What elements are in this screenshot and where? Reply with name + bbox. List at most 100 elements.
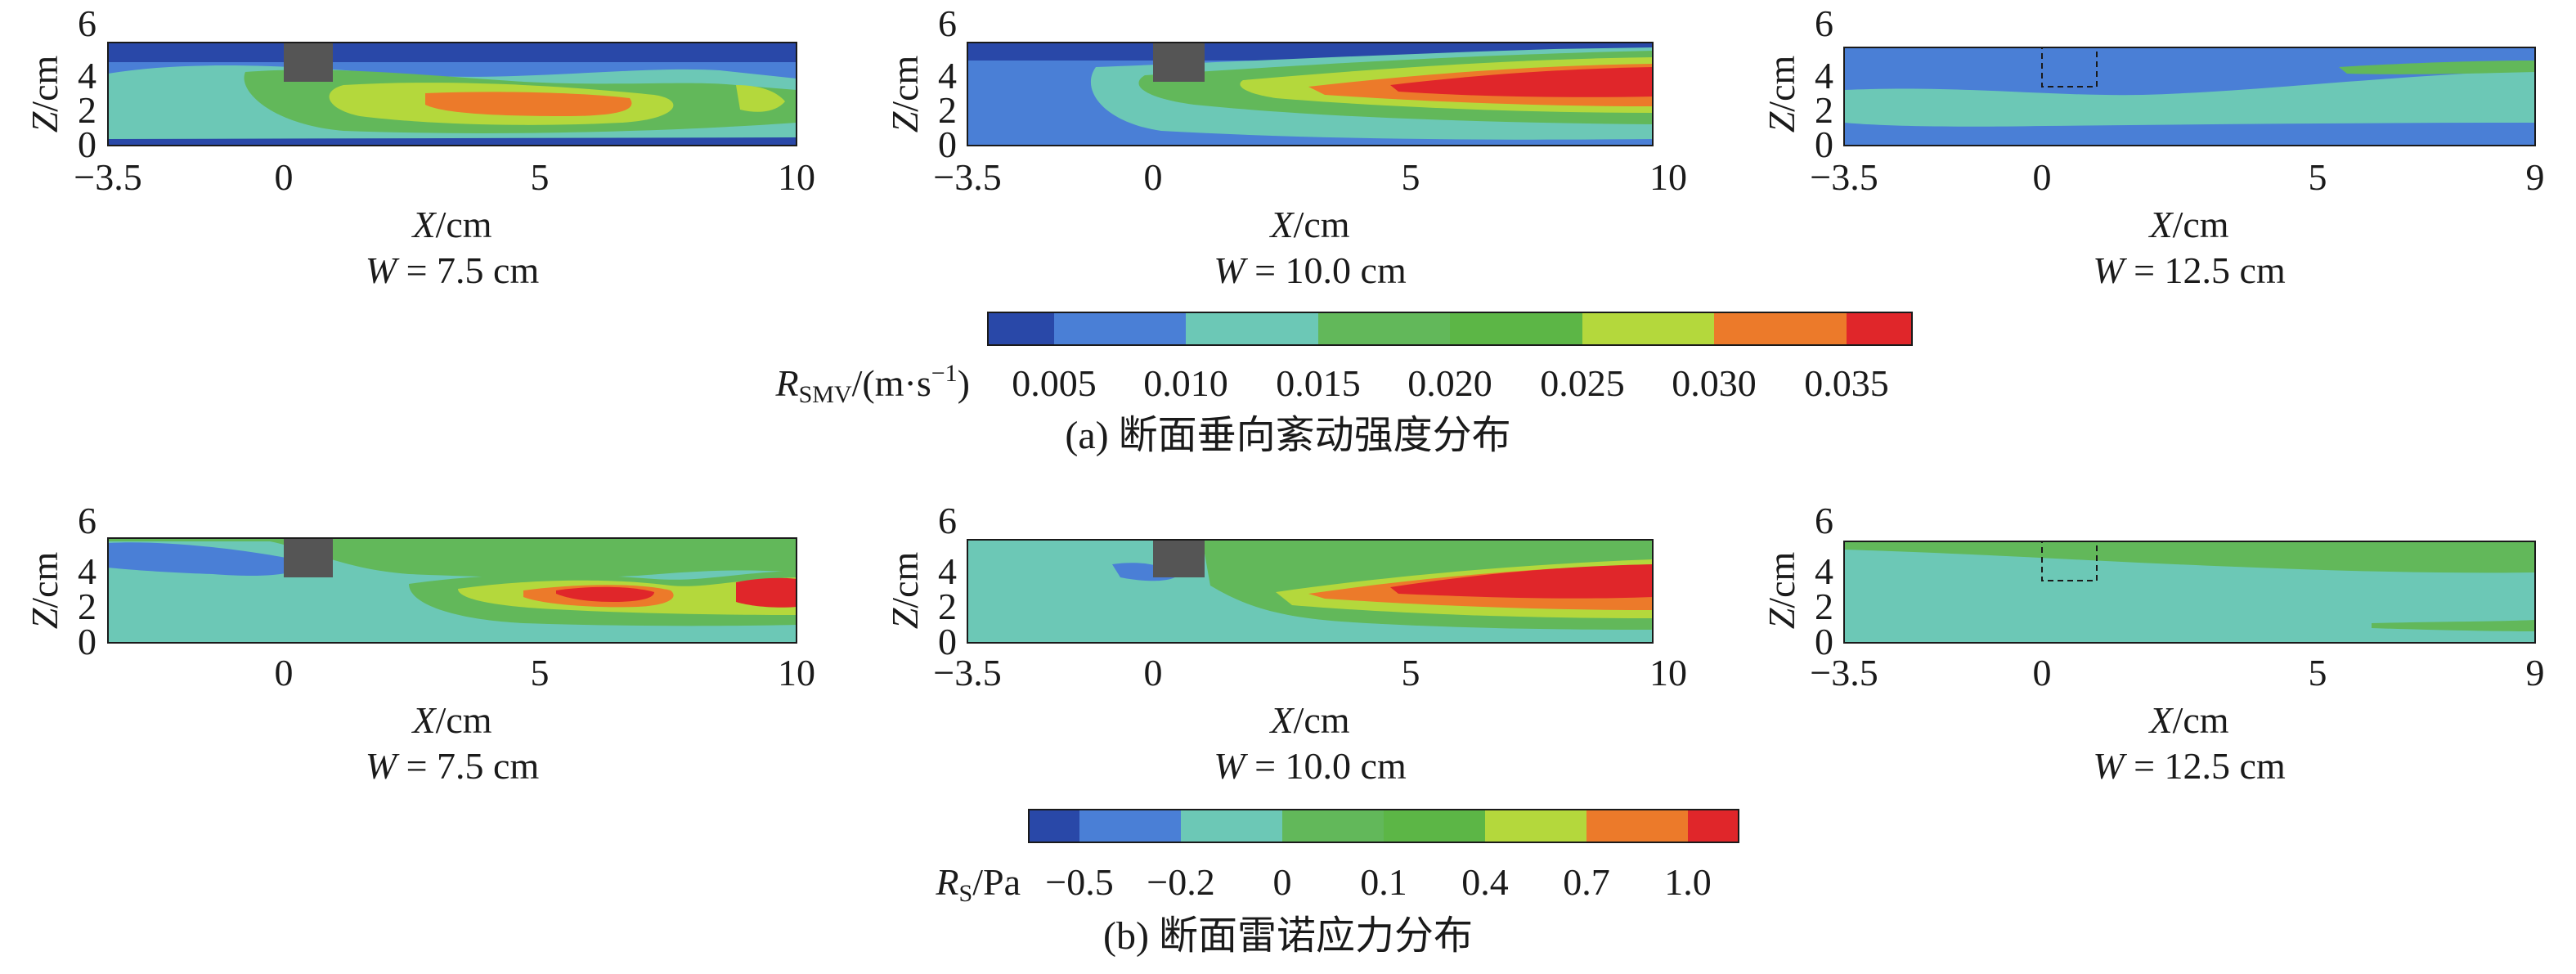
colorbar-tick: 0.010 xyxy=(1143,362,1228,404)
y-tick: 2 xyxy=(1815,89,1833,131)
y-axis-title: Z/cm xyxy=(24,551,65,629)
y-axis-title: Z/cm xyxy=(1761,551,1802,629)
y-tick: 6 xyxy=(78,2,96,44)
x-tick: 0 xyxy=(1144,652,1163,693)
panel-caption: W = 10.0 cm xyxy=(1214,745,1407,787)
x-axis-title: X/cm xyxy=(2147,699,2228,741)
y-tick: 6 xyxy=(1815,2,1833,44)
panel-caption: W = 7.5 cm xyxy=(366,745,540,787)
x-tick: 5 xyxy=(1402,652,1420,693)
x-axis-ticks: −3.5 0 5 10 xyxy=(933,652,1687,693)
y-tick: 4 xyxy=(938,550,957,592)
x-axis-title: X/cm xyxy=(1268,699,1349,741)
colorbar-label: RSMV/(m·s−1) xyxy=(775,360,971,408)
x-tick: 9 xyxy=(2526,652,2545,693)
colorbar-swatch xyxy=(1181,810,1282,842)
x-tick: 5 xyxy=(1402,156,1420,198)
x-axis-ticks: 0 5 10 xyxy=(275,652,816,693)
y-axis-title: Z/cm xyxy=(884,551,926,629)
panel-b2: −3.5 0 5 10 0 2 4 6 Z/cm X/cm W = 10.0 c… xyxy=(884,500,1687,787)
colorbar-swatch xyxy=(1282,810,1384,842)
panel-caption: W = 10.0 cm xyxy=(1214,249,1407,291)
x-tick: −3.5 xyxy=(74,156,141,198)
x-tick: −3.5 xyxy=(933,652,1001,693)
y-tick: 6 xyxy=(938,500,957,541)
x-tick: 5 xyxy=(531,156,550,198)
obstacle-block xyxy=(284,43,333,82)
y-tick: 4 xyxy=(78,550,96,592)
colorbar-tick: 0.025 xyxy=(1540,362,1625,404)
x-tick: 5 xyxy=(2309,156,2327,198)
x-tick: 5 xyxy=(2309,652,2327,693)
y-tick: 2 xyxy=(78,586,96,627)
x-tick: 0 xyxy=(1144,156,1163,198)
colorbar-swatch xyxy=(1054,312,1186,345)
obstacle-outline xyxy=(2041,541,2098,581)
obstacle-block xyxy=(1153,43,1205,82)
panel-b1: 0 5 10 0 2 4 6 Z/cm X/cm W = 7.5 cm xyxy=(24,500,815,787)
x-tick: 0 xyxy=(275,652,294,693)
colorbar-tick: 0.005 xyxy=(1012,362,1097,404)
x-tick: 10 xyxy=(1649,156,1687,198)
x-axis-ticks: −3.5 0 5 10 xyxy=(74,156,815,198)
colorbar-swatch xyxy=(1029,810,1079,842)
y-axis-ticks: 0 2 4 6 xyxy=(78,2,96,165)
colorbar-label: RS/Pa xyxy=(935,861,1021,907)
colorbar-swatch xyxy=(1186,312,1318,345)
y-axis-title: Z/cm xyxy=(884,55,926,132)
x-axis-title: X/cm xyxy=(411,204,491,245)
colorbar-swatch xyxy=(1318,312,1450,345)
y-tick: 6 xyxy=(938,2,957,44)
caption-b: (b) 断面雷诺应力分布 xyxy=(1103,914,1473,958)
colorbar-tick: 0.1 xyxy=(1360,861,1407,903)
y-tick: 0 xyxy=(78,621,96,662)
y-tick: 2 xyxy=(1815,586,1833,627)
x-tick: 10 xyxy=(778,652,815,693)
x-tick: −3.5 xyxy=(1810,156,1878,198)
x-axis-ticks: −3.5 0 5 9 xyxy=(1810,652,2544,693)
x-tick: 9 xyxy=(2526,156,2545,198)
panel-a2: −3.5 0 5 10 0 2 4 6 Z/cm X/cm W = 10.0 c… xyxy=(884,2,1687,291)
y-axis-title: Z/cm xyxy=(24,55,65,132)
panel-a1: −3.5 0 5 10 0 2 4 6 Z/cm X/cm W = 7.5 cm xyxy=(24,2,815,291)
panel-a3: −3.5 0 5 9 0 2 4 6 Z/cm X/cm W = 12.5 cm xyxy=(1761,2,2545,291)
y-tick: 2 xyxy=(78,89,96,131)
colorbar-a: RSMV/(m·s−1) 0.005 0.010 0.015 0.020 0.0… xyxy=(775,312,1913,408)
colorbar-tick: 0.4 xyxy=(1461,861,1509,903)
x-tick: 0 xyxy=(2033,156,2052,198)
panel-b3: −3.5 0 5 9 0 2 4 6 Z/cm X/cm W = 12.5 cm xyxy=(1761,500,2545,787)
y-tick: 4 xyxy=(938,55,957,97)
x-tick: 0 xyxy=(2033,652,2052,693)
x-axis-ticks: −3.5 0 5 10 xyxy=(933,156,1687,198)
x-axis-title: X/cm xyxy=(1268,204,1349,245)
x-tick: 10 xyxy=(1649,652,1687,693)
obstacle-block xyxy=(284,538,333,577)
colorbar-b: RS/Pa −0.5 −0.2 0 0.1 0.4 0.7 1.0 xyxy=(935,809,1739,907)
panel-caption: W = 12.5 cm xyxy=(2093,745,2286,787)
x-axis-title: X/cm xyxy=(2147,204,2228,245)
x-axis-title: X/cm xyxy=(411,699,491,741)
y-tick: 0 xyxy=(1815,123,1833,165)
colorbar-tick: 0.020 xyxy=(1407,362,1492,404)
y-tick: 4 xyxy=(1815,55,1833,97)
x-tick: −3.5 xyxy=(1810,652,1878,693)
y-axis-ticks: 0 2 4 6 xyxy=(1815,2,1833,165)
caption-a: (a) 断面垂向紊动强度分布 xyxy=(1065,414,1510,457)
y-axis-ticks: 0 2 4 6 xyxy=(78,500,96,662)
y-axis-ticks: 0 2 4 6 xyxy=(1815,500,1833,662)
colorbar-swatch xyxy=(1450,312,1582,345)
colorbar-tick: 0.015 xyxy=(1276,362,1361,404)
x-axis-ticks: −3.5 0 5 9 xyxy=(1810,156,2544,198)
colorbar-swatch xyxy=(988,312,1054,345)
colorbar-tick: 0.030 xyxy=(1672,362,1757,404)
y-axis-ticks: 0 2 4 6 xyxy=(938,500,957,662)
y-tick: 0 xyxy=(938,123,957,165)
y-tick: 2 xyxy=(938,89,957,131)
colorbar-tick: −0.5 xyxy=(1045,861,1113,903)
x-tick: −3.5 xyxy=(933,156,1001,198)
y-tick: 2 xyxy=(938,586,957,627)
colorbar-swatch xyxy=(1485,810,1586,842)
panel-caption: W = 12.5 cm xyxy=(2093,249,2286,291)
colorbar-swatch xyxy=(1384,810,1485,842)
